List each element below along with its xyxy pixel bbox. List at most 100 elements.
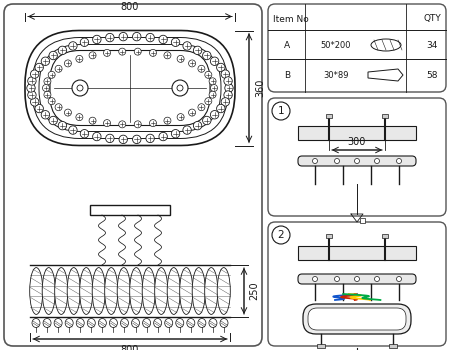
FancyBboxPatch shape [308,308,406,330]
Circle shape [194,46,202,55]
Circle shape [31,70,39,78]
Ellipse shape [67,268,80,314]
FancyBboxPatch shape [268,222,446,346]
Circle shape [28,77,36,85]
Polygon shape [368,69,403,81]
Circle shape [48,71,55,78]
Circle shape [211,57,219,65]
Circle shape [149,49,157,56]
Circle shape [312,276,318,281]
Circle shape [55,104,62,111]
FancyBboxPatch shape [298,274,416,284]
Ellipse shape [130,268,143,314]
Ellipse shape [220,318,228,328]
Ellipse shape [180,268,193,314]
Ellipse shape [165,318,173,328]
Circle shape [42,84,50,91]
Circle shape [106,33,114,42]
Circle shape [164,117,171,124]
Ellipse shape [217,268,230,314]
Circle shape [134,48,141,55]
Circle shape [72,80,88,96]
Circle shape [225,84,233,92]
Bar [389,344,397,348]
Bar [382,114,388,118]
Circle shape [221,98,230,106]
Ellipse shape [209,318,217,328]
Circle shape [55,65,62,72]
Circle shape [133,135,141,143]
Circle shape [355,276,360,281]
Circle shape [31,98,39,106]
Circle shape [396,276,401,281]
Ellipse shape [131,318,140,328]
Circle shape [374,159,379,163]
Text: 800: 800 [121,1,139,12]
Text: QTY: QTY [423,14,441,23]
Circle shape [49,116,58,125]
Circle shape [202,116,211,125]
Text: 30*89: 30*89 [323,70,349,79]
Circle shape [396,159,401,163]
Circle shape [89,117,96,124]
Circle shape [202,51,211,60]
Circle shape [106,134,114,142]
Bar [382,234,388,238]
Circle shape [28,91,36,99]
Circle shape [177,85,183,91]
Bar [326,234,332,238]
Circle shape [198,65,205,72]
Ellipse shape [167,268,180,314]
FancyBboxPatch shape [39,44,221,132]
Circle shape [64,60,72,67]
Circle shape [374,276,379,281]
Text: A: A [284,41,290,49]
FancyBboxPatch shape [268,98,446,216]
Text: 34: 34 [426,41,438,49]
Ellipse shape [187,318,195,328]
Ellipse shape [30,268,43,314]
Circle shape [334,276,339,281]
Circle shape [177,114,184,121]
Circle shape [77,85,83,91]
Ellipse shape [54,318,62,328]
Circle shape [209,91,216,98]
Ellipse shape [109,318,117,328]
Bar [326,114,332,118]
Circle shape [41,111,50,119]
Circle shape [205,71,212,78]
Circle shape [205,98,212,105]
Text: 1: 1 [278,106,284,116]
Ellipse shape [76,318,84,328]
Circle shape [146,33,154,42]
Circle shape [80,38,89,47]
Circle shape [119,121,126,128]
Circle shape [80,130,89,138]
Circle shape [35,104,43,113]
Circle shape [355,159,360,163]
Ellipse shape [43,318,51,328]
FancyBboxPatch shape [298,156,416,166]
Ellipse shape [192,268,205,314]
Text: B: B [284,70,290,79]
Circle shape [194,121,202,130]
Circle shape [119,135,127,143]
Bar [90,205,170,215]
Ellipse shape [105,268,118,314]
Circle shape [119,48,126,55]
Circle shape [27,84,35,92]
Circle shape [177,55,184,62]
Ellipse shape [92,268,105,314]
Text: Item No: Item No [273,14,309,23]
Text: 800: 800 [121,345,139,350]
Circle shape [171,38,180,47]
Circle shape [41,57,50,65]
Text: 250: 250 [249,282,259,300]
Ellipse shape [176,318,184,328]
FancyBboxPatch shape [303,304,411,334]
Ellipse shape [371,39,401,51]
Ellipse shape [121,318,128,328]
FancyBboxPatch shape [268,4,446,92]
Circle shape [198,104,205,111]
FancyBboxPatch shape [4,4,262,346]
